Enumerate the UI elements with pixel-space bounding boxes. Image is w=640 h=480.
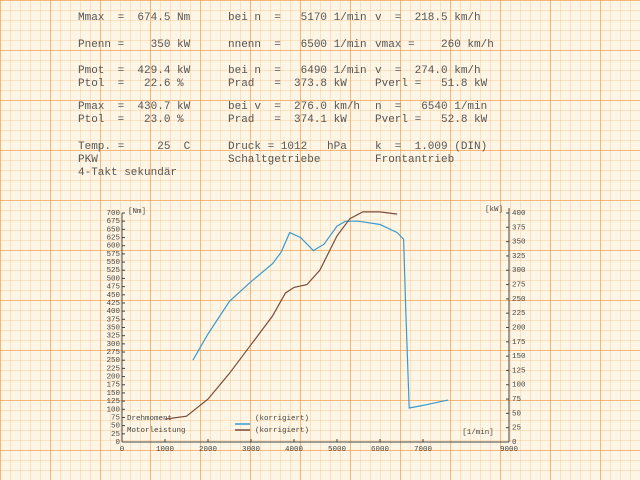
header-field: Prad = 374.1 kW [228,114,347,126]
header-field: Pnenn = 350 kW [78,39,191,51]
y-tick-label: 500 [106,275,120,283]
y-tick-label: 425 [106,300,120,308]
header-field: bei n = 6490 1/min [228,65,367,77]
header-field: Pmot = 429.4 kW [78,65,191,77]
y2-tick-label: 125 [512,367,526,375]
y-tick-label: 675 [106,218,120,226]
y-tick-label: 400 [106,308,120,316]
x-tick-label: 1000 [156,446,175,454]
legend-note: (korrigiert) [255,427,309,435]
header-field: Pverl = 52.8 kW [375,114,488,126]
x-tick-label: 5000 [328,446,347,454]
y-tick-label: 375 [106,316,120,324]
y2-tick-label: 150 [512,353,526,361]
x-unit: [1/min] [462,429,494,437]
header-field: bei n = 5170 1/min [228,12,367,24]
x-tick-label: 4000 [285,446,304,454]
y-tick-label: 650 [106,226,120,234]
header-field: PKW [78,154,98,166]
series-line [192,220,449,409]
header-field: Pmax = 430.7 kW [78,101,191,113]
x-tick-label: 3000 [242,446,261,454]
y2-tick-label: 275 [512,282,526,290]
header-field: Ptol = 23.0 % [78,114,184,126]
x-tick-label: 6000 [371,446,390,454]
header-field: Mmax = 674.5 Nm [78,12,191,24]
y2-tick-label: 350 [512,239,526,247]
y2-tick-label: 100 [512,382,526,390]
y-tick-label: 100 [106,406,120,414]
y-tick-label: 200 [106,374,120,382]
y2-tick-label: 200 [512,324,526,332]
header-field: v = 274.0 km/h [375,65,481,77]
header-field: n = 6540 1/min [375,101,488,113]
header-field: Ptol = 22.6 % [78,78,184,90]
x-tick-label: 7000 [414,446,433,454]
y2-tick-label: 325 [512,253,526,261]
y-tick-label: 450 [106,292,120,300]
y-tick-label: 475 [106,284,120,292]
header-field: Frontantrieb [375,154,455,166]
legend-note: (korrigiert) [255,415,309,423]
y-tick-label: 550 [106,259,120,267]
header-field: v = 218.5 km/h [375,12,481,24]
x-tick-label: 2000 [199,446,218,454]
header-field: Temp. = 25 C [78,141,191,153]
y-tick-label: 125 [106,398,120,406]
y-tick-label: 150 [106,390,120,398]
x-tick-label: 0 [120,446,125,454]
y2-tick-label: 25 [512,425,522,433]
y2-tick-label: 250 [512,296,526,304]
x-tick-label: 9000 [500,446,519,454]
y2-tick-label: 375 [512,224,526,232]
legend-label: Drehmoment [127,415,172,423]
header-field: Prad = 373.8 kW [228,78,347,90]
y-tick-label: 600 [106,243,120,251]
header-field: Schaltgetriebe [228,154,321,166]
y-tick-label: 25 [111,431,121,439]
legend-label: Motorleistung [127,427,186,435]
y-tick-label: 350 [106,324,120,332]
header-field: vmax = 260 km/h [375,39,494,51]
y2-tick-label: 50 [512,410,522,418]
y2-tick-label: 225 [512,310,526,318]
y-tick-label: 275 [106,349,120,357]
y-tick-label: 300 [106,341,120,349]
y-tick-label: 525 [106,267,120,275]
y2-tick-label: 0 [512,439,517,447]
header-field: Pverl = 51.8 kW [375,78,488,90]
header-field: Druck = 1012 hPa [228,141,347,153]
header-field: 4-Takt sekundär [78,167,178,179]
header-field: k = 1.009 (DIN) [375,141,488,153]
y2-unit: [kW] [485,206,503,214]
series-line [164,211,398,420]
y-tick-label: 575 [106,251,120,259]
y-tick-label: 250 [106,357,120,365]
y-unit: [Nm] [128,208,146,216]
y-tick-label: 175 [106,382,120,390]
y2-tick-label: 175 [512,339,526,347]
header-field: nnenn = 6500 1/min [228,39,367,51]
y-tick-label: 325 [106,333,120,341]
header-field: bei v = 276.0 km/h [228,101,361,113]
y2-tick-label: 75 [512,396,522,404]
y2-tick-label: 300 [512,267,526,275]
y2-tick-label: 400 [512,210,526,218]
y-tick-label: 225 [106,365,120,373]
y-tick-label: 0 [115,439,120,447]
y-tick-label: 50 [111,423,121,431]
y-tick-label: 625 [106,235,120,243]
y-tick-label: 75 [111,414,121,422]
y-tick-label: 700 [106,210,120,218]
